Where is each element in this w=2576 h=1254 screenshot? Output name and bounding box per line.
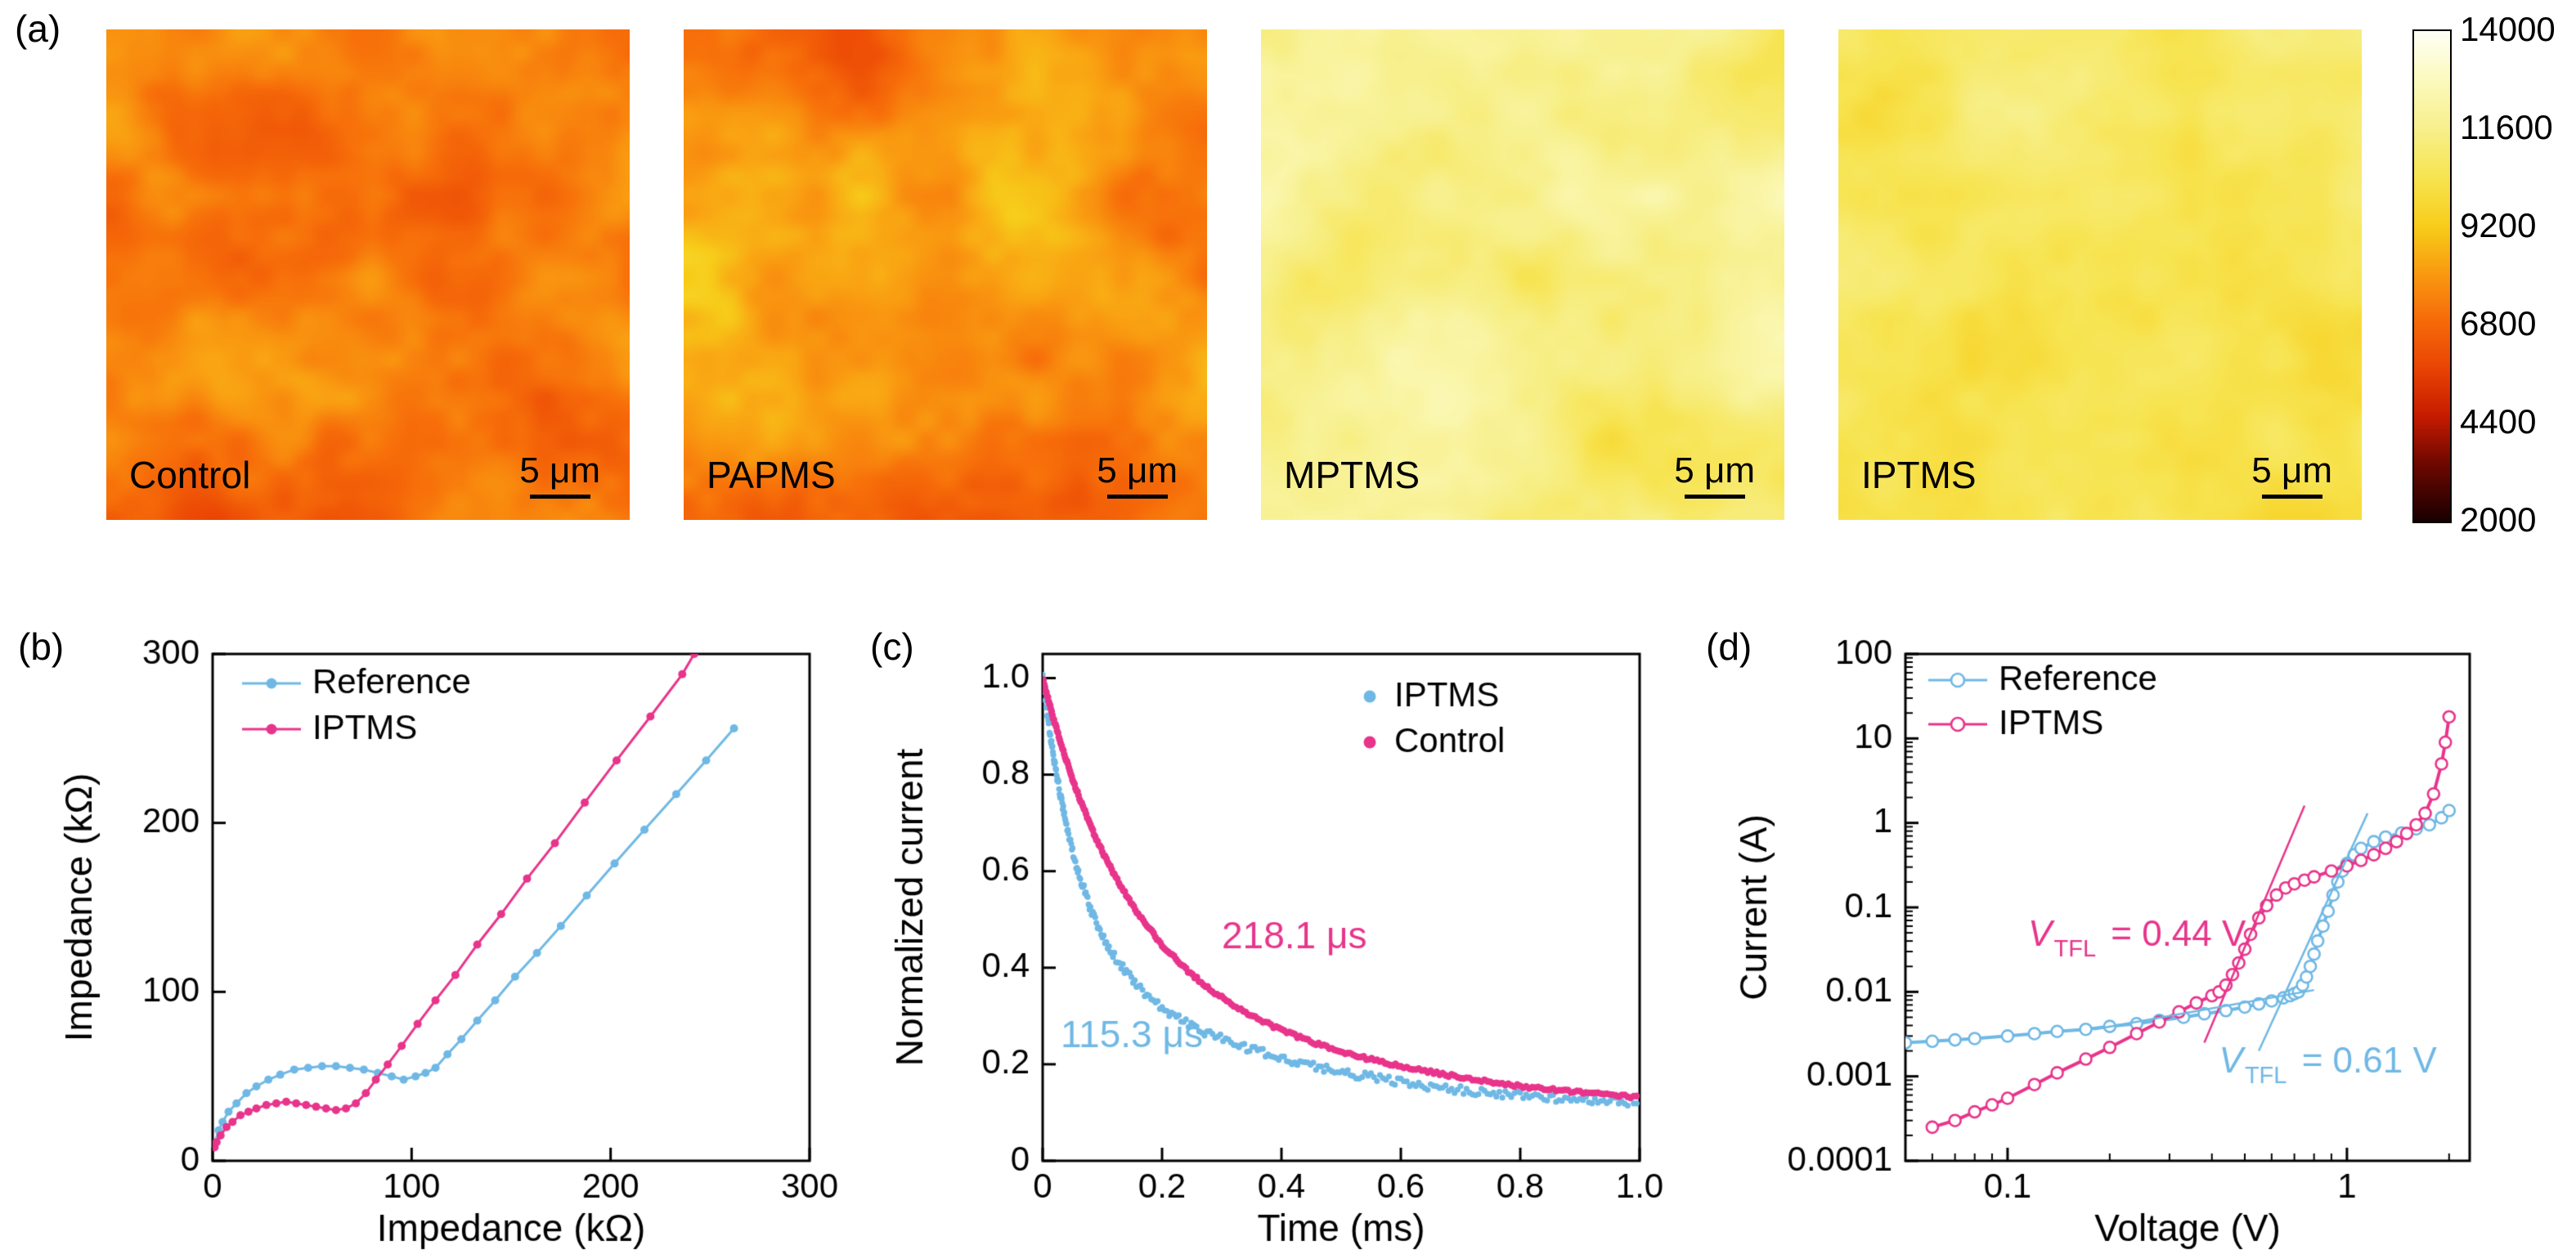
afm-map-mptms: MPTMS 5 μm [1261, 29, 1784, 520]
afm-map-mptms-label: MPTMS [1284, 454, 1420, 496]
scalebar: 5 μm [2251, 450, 2332, 499]
colorbar-tick: 9200 [2460, 206, 2537, 244]
scalebar: 5 μm [1097, 450, 1178, 499]
colorbar-tick: 6800 [2460, 304, 2537, 343]
colorbar-gradient [2414, 31, 2450, 522]
afm-map-papms-label: PAPMS [707, 454, 836, 496]
colorbar-tick: 2000 [2460, 500, 2537, 539]
nyquist-impedance-chart [49, 621, 867, 1254]
afm-map-iptms-label: IPTMS [1861, 454, 1977, 496]
iv-loglog-chart [1734, 621, 2576, 1254]
scalebar-line [529, 495, 590, 499]
afm-map-mptms-image [1261, 29, 1784, 520]
scalebar-text: 5 μm [1674, 450, 1755, 490]
scalebar-text: 5 μm [519, 450, 600, 490]
current-decay-chart [875, 621, 1693, 1254]
scalebar: 5 μm [519, 450, 600, 499]
scalebar-text: 5 μm [2251, 450, 2332, 490]
scalebar-text: 5 μm [1097, 450, 1178, 490]
afm-map-papms-image [684, 29, 1207, 520]
colorbar [2412, 29, 2452, 523]
colorbar-tick: 4400 [2460, 402, 2537, 441]
afm-map-control-image [106, 29, 630, 520]
scalebar-line [2261, 495, 2322, 499]
scalebar-line [1106, 495, 1168, 499]
colorbar-tick: 14000 [2460, 10, 2556, 48]
afm-map-papms: PAPMS 5 μm [684, 29, 1207, 520]
panel-a-label: (a) [15, 7, 61, 50]
scalebar: 5 μm [1674, 450, 1755, 499]
scalebar-line [1684, 495, 1745, 499]
afm-map-control: Control 5 μm [106, 29, 630, 520]
colorbar-tick: 11600 [2460, 108, 2553, 146]
afm-map-iptms: IPTMS 5 μm [1838, 29, 2362, 520]
afm-map-control-label: Control [129, 454, 251, 496]
afm-map-iptms-image [1838, 29, 2362, 520]
